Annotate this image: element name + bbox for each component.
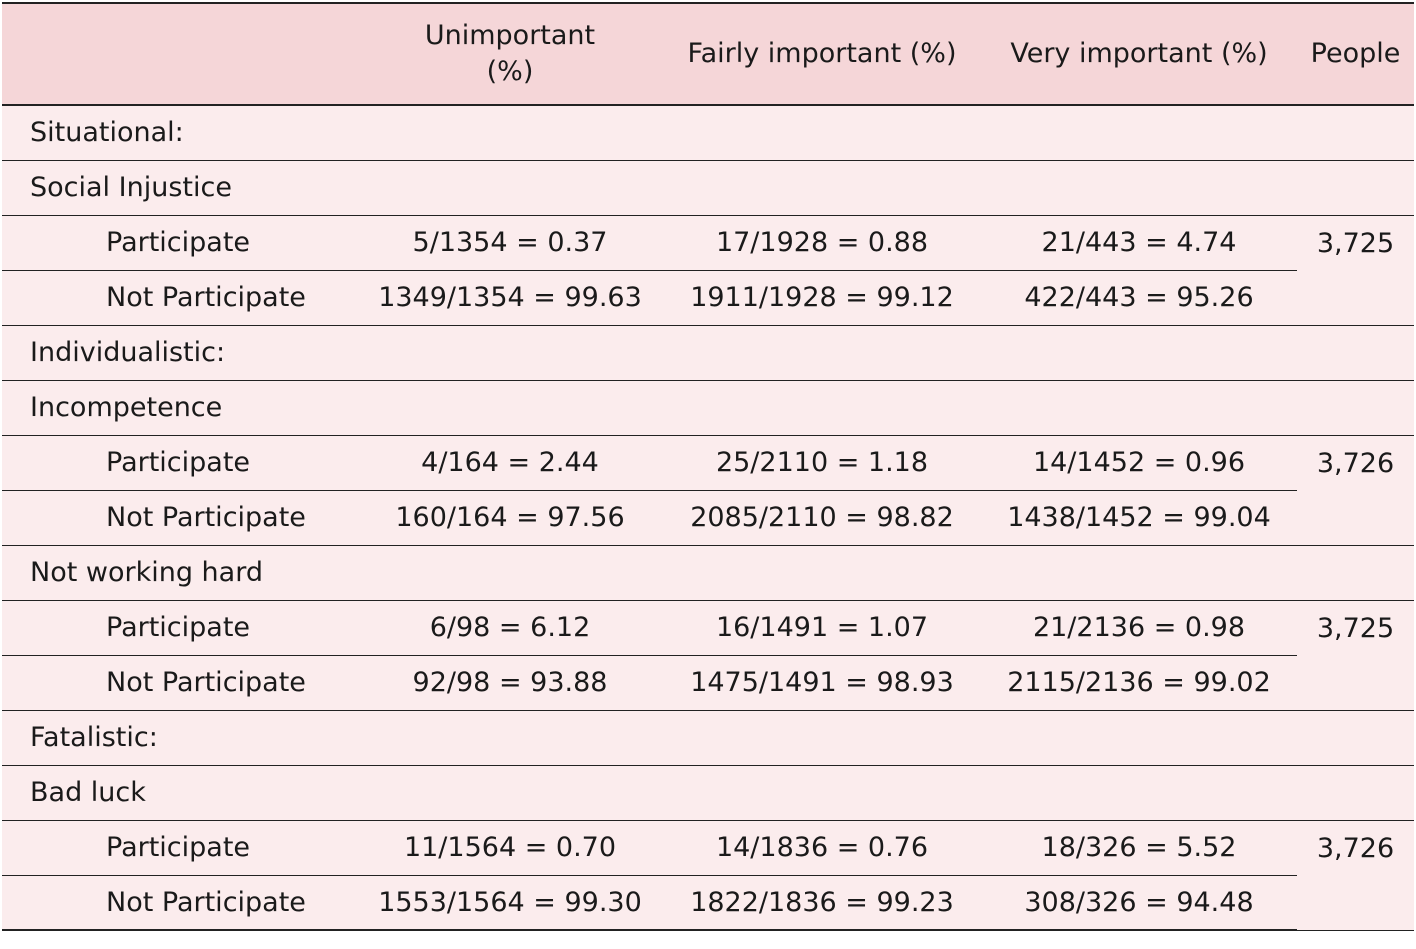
cell-people: 3,726 — [1297, 435, 1414, 546]
cell-unimportant: 1553/1564 = 99.30 — [357, 875, 663, 931]
participation-table: Unimportant (%) Fairly important (%) Ver… — [2, 2, 1414, 931]
cell-fairly-important: 2085/2110 = 98.82 — [663, 490, 981, 546]
cell-unimportant: 4/164 = 2.44 — [357, 435, 663, 491]
table-row: Participate 5/1354 = 0.37 17/1928 = 0.88… — [2, 215, 1414, 326]
group-row: Social Injustice — [2, 160, 1414, 216]
row-label: Participate — [2, 215, 357, 271]
table-row: Participate 4/164 = 2.44 25/2110 = 1.18 … — [2, 435, 1414, 546]
cell-very-important: 14/1452 = 0.96 — [981, 435, 1297, 491]
group-label: Incompetence — [2, 380, 1414, 436]
cell-unimportant: 160/164 = 97.56 — [357, 490, 663, 546]
cell-very-important: 21/2136 = 0.98 — [981, 600, 1297, 656]
group-row: Bad luck — [2, 765, 1414, 821]
table-row: Participate 6/98 = 6.12 16/1491 = 1.07 2… — [2, 600, 1414, 711]
table-row: Not Participate 160/164 = 97.56 2085/211… — [2, 490, 1414, 546]
row-label: Not Participate — [2, 655, 357, 711]
section-row: Fatalistic: — [2, 710, 1414, 766]
row-label: Participate — [2, 435, 357, 491]
row-label: Not Participate — [2, 490, 357, 546]
cell-unimportant: 6/98 = 6.12 — [357, 600, 663, 656]
row-label: Not Participate — [2, 270, 357, 326]
cell-people: 3,725 — [1297, 215, 1414, 326]
group-label: Not working hard — [2, 545, 1414, 601]
cell-unimportant: 5/1354 = 0.37 — [357, 215, 663, 271]
section-row: Situational: — [2, 105, 1414, 161]
cell-fairly-important: 1475/1491 = 98.93 — [663, 655, 981, 711]
group-label: Social Injustice — [2, 160, 1414, 216]
cell-unimportant: 1349/1354 = 99.63 — [357, 270, 663, 326]
row-label: Participate — [2, 600, 357, 656]
cell-people: 3,725 — [1297, 600, 1414, 711]
section-label: Situational: — [2, 105, 1414, 161]
header-very-important: Very important (%) — [981, 2, 1297, 106]
row-label: Not Participate — [2, 875, 357, 931]
group-label: Bad luck — [2, 765, 1414, 821]
cell-fairly-important: 25/2110 = 1.18 — [663, 435, 981, 491]
cell-very-important: 2115/2136 = 99.02 — [981, 655, 1297, 711]
cell-unimportant: 92/98 = 93.88 — [357, 655, 663, 711]
cell-fairly-important: 1822/1836 = 99.23 — [663, 875, 981, 931]
cell-very-important: 422/443 = 95.26 — [981, 270, 1297, 326]
section-label: Fatalistic: — [2, 710, 1414, 766]
table-row: Not Participate 1553/1564 = 99.30 1822/1… — [2, 875, 1414, 931]
header-fairly-important: Fairly important (%) — [663, 2, 981, 106]
header-label — [2, 2, 357, 106]
section-label: Individualistic: — [2, 325, 1414, 381]
cell-very-important: 1438/1452 = 99.04 — [981, 490, 1297, 546]
header-people: People — [1297, 2, 1414, 106]
cell-very-important: 21/443 = 4.74 — [981, 215, 1297, 271]
table-row: Not Participate 1349/1354 = 99.63 1911/1… — [2, 270, 1414, 326]
cell-very-important: 308/326 = 94.48 — [981, 875, 1297, 931]
cell-fairly-important: 14/1836 = 0.76 — [663, 820, 981, 876]
header-unimportant: Unimportant (%) — [357, 2, 663, 106]
row-label: Participate — [2, 820, 357, 876]
header-row: Unimportant (%) Fairly important (%) Ver… — [2, 2, 1414, 106]
cell-unimportant: 11/1564 = 0.70 — [357, 820, 663, 876]
group-row: Incompetence — [2, 380, 1414, 436]
cell-fairly-important: 16/1491 = 1.07 — [663, 600, 981, 656]
cell-people: 3,726 — [1297, 820, 1414, 931]
group-row: Not working hard — [2, 545, 1414, 601]
cell-fairly-important: 17/1928 = 0.88 — [663, 215, 981, 271]
cell-fairly-important: 1911/1928 = 99.12 — [663, 270, 981, 326]
data-table-container: Unimportant (%) Fairly important (%) Ver… — [2, 2, 1414, 931]
table-row: Participate 11/1564 = 0.70 14/1836 = 0.7… — [2, 820, 1414, 931]
cell-very-important: 18/326 = 5.52 — [981, 820, 1297, 876]
table-row: Not Participate 92/98 = 93.88 1475/1491 … — [2, 655, 1414, 711]
section-row: Individualistic: — [2, 325, 1414, 381]
